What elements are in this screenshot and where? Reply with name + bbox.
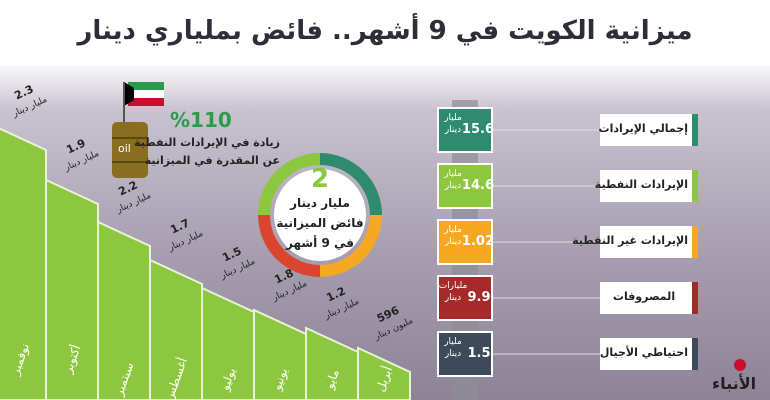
- item-value: 15.6: [461, 122, 494, 137]
- item-label: الإيرادات النفطية: [594, 178, 688, 191]
- label-edge: [692, 338, 698, 370]
- month-column: [0, 127, 47, 400]
- label-box: [600, 114, 698, 146]
- item-label: المصروفات: [612, 290, 676, 303]
- center-line: في 9 أشهر: [285, 236, 355, 250]
- item-label: إجمالي الإيرادات: [598, 122, 688, 135]
- item-unit: مليارات دينار: [438, 281, 468, 303]
- value-box: [437, 275, 493, 321]
- item-label: احتياطي الأجيال: [599, 346, 688, 359]
- barrel-label: oil: [118, 142, 131, 155]
- value-box: [437, 163, 493, 209]
- item-value: 14.6: [461, 178, 494, 193]
- logo: الأنباء: [712, 374, 757, 393]
- logo-mark: [734, 359, 746, 371]
- label-edge: [692, 226, 698, 258]
- item-unit: مليار دينار: [444, 169, 462, 191]
- callout-line: عن المقدرة في الميزانية: [144, 154, 280, 167]
- label-edge: [692, 114, 698, 146]
- item-unit: مليار دينار: [444, 113, 462, 135]
- title-band: [0, 0, 770, 66]
- label-box: [600, 282, 698, 314]
- item-unit: مليار دينار: [444, 225, 462, 247]
- oil-barrel: [112, 122, 148, 178]
- label-edge: [692, 170, 698, 202]
- item-value: 1.5: [467, 346, 491, 361]
- value-box: [437, 219, 493, 265]
- center-value: 2: [310, 164, 330, 194]
- value-box: [437, 107, 493, 153]
- value-box: [437, 331, 493, 377]
- callout-line: زيادة في الإيرادات النفطية: [134, 136, 280, 149]
- label-box: [600, 226, 698, 258]
- center-line: فائض الميزانية: [276, 216, 364, 230]
- title: ميزانية الكويت في 9 أشهر.. فائض بملياري …: [77, 16, 693, 46]
- donut: [258, 153, 382, 277]
- item-value: 9.9: [467, 290, 491, 305]
- label-box: [600, 338, 698, 370]
- item-value: 1.02: [461, 234, 494, 249]
- center-unit: مليار دينار: [290, 196, 350, 210]
- label-edge: [692, 282, 698, 314]
- item-unit: مليار دينار: [444, 337, 462, 359]
- callout-value: %110: [170, 108, 232, 132]
- item-label: الإيرادات غير النفطية: [572, 234, 688, 247]
- flag: [123, 82, 164, 126]
- label-box: [600, 170, 698, 202]
